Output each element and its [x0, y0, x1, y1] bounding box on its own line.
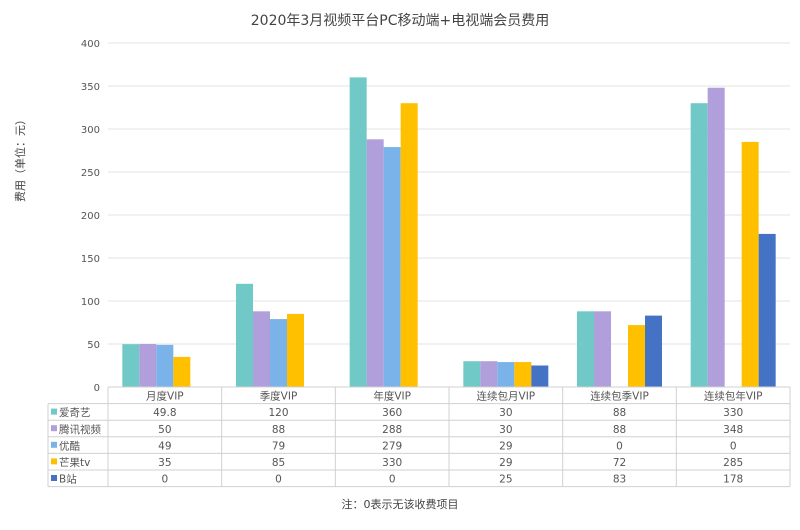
data-label: 330 — [723, 407, 743, 419]
data-label: 49 — [158, 440, 171, 452]
y-tick-label: 50 — [87, 340, 100, 351]
bar-优酷 — [156, 344, 174, 387]
data-label: 35 — [158, 457, 171, 469]
data-label: 88 — [613, 407, 626, 419]
bar-B站 — [645, 315, 662, 387]
bar-优酷 — [270, 319, 287, 387]
data-label: 178 — [723, 474, 743, 486]
bar-爱奇艺 — [236, 283, 253, 387]
data-label: 30 — [499, 407, 512, 419]
bar-爱奇艺 — [463, 361, 481, 387]
bar-爱奇艺 — [577, 311, 594, 387]
data-label: 0 — [616, 440, 623, 452]
data-label: 279 — [382, 440, 402, 452]
bar-芒果tv — [287, 313, 304, 387]
legend-label: 芒果tv — [59, 456, 90, 469]
data-label: 30 — [499, 424, 512, 436]
y-tick-label: 250 — [81, 168, 100, 179]
bar-腾讯视频 — [594, 311, 611, 387]
data-label: 85 — [272, 457, 285, 469]
y-tick-label: 100 — [81, 297, 100, 308]
data-label: 50 — [158, 424, 171, 436]
x-category-label: 连续包月VIP — [477, 390, 536, 403]
data-label: 0 — [389, 474, 396, 486]
x-category-label: 季度VIP — [260, 390, 298, 403]
legend-swatch — [51, 408, 57, 415]
x-category-label: 连续包年VIP — [704, 390, 763, 403]
legend-label: B站 — [59, 473, 77, 486]
data-label: 288 — [382, 424, 402, 436]
bar-腾讯视频 — [480, 361, 498, 387]
legend-label: 优酷 — [59, 439, 80, 452]
data-label: 29 — [499, 440, 512, 452]
legend-swatch — [51, 458, 57, 465]
legend-label: 爱奇艺 — [59, 406, 91, 419]
y-tick-label: 0 — [94, 383, 100, 394]
chart-note: 注：0表示无该收费项目 — [341, 498, 459, 511]
data-label: 25 — [499, 474, 512, 486]
bar-芒果tv — [514, 362, 532, 387]
legend-swatch — [51, 425, 57, 432]
data-label: 285 — [723, 457, 743, 469]
x-category-label: 年度VIP — [373, 390, 411, 403]
legend-label: 腾讯视频 — [59, 423, 101, 436]
bar-芒果tv — [741, 141, 759, 387]
data-label: 72 — [613, 457, 626, 469]
bar-芒果tv — [173, 356, 191, 387]
data-label: 120 — [268, 407, 288, 419]
bar-B站 — [531, 365, 549, 387]
bar-腾讯视频 — [707, 87, 725, 387]
chart-title: 2020年3月视频平台PC移动端+电视端会员费用 — [250, 13, 550, 29]
x-category-label: 月度VIP — [146, 390, 184, 403]
data-label: 49.8 — [153, 407, 176, 419]
y-tick-label: 200 — [81, 211, 100, 222]
data-label: 360 — [382, 407, 402, 419]
data-label: 348 — [723, 424, 743, 436]
bar-B站 — [758, 233, 776, 387]
bar-优酷 — [497, 362, 515, 387]
data-label: 83 — [613, 474, 626, 486]
data-label: 88 — [613, 424, 626, 436]
bar-爱奇艺 — [349, 77, 367, 388]
data-label: 0 — [161, 474, 168, 486]
legend-swatch — [51, 475, 57, 481]
data-label: 0 — [275, 474, 282, 486]
y-tick-label: 150 — [81, 254, 100, 265]
y-tick-label: 400 — [81, 39, 100, 50]
y-tick-label: 300 — [81, 125, 100, 136]
bar-腾讯视频 — [366, 139, 384, 387]
bar-爱奇艺 — [690, 103, 708, 387]
legend-swatch — [51, 441, 57, 448]
bar-腾讯视频 — [139, 344, 157, 387]
bar-腾讯视频 — [253, 311, 270, 387]
data-label: 79 — [272, 440, 285, 452]
y-tick-label: 350 — [81, 82, 100, 93]
bar-芒果tv — [400, 103, 418, 387]
bar-芒果tv — [628, 325, 645, 387]
data-label: 0 — [730, 440, 737, 452]
data-label: 88 — [272, 424, 285, 436]
data-label: 29 — [499, 457, 512, 469]
bar-优酷 — [383, 147, 401, 387]
bar-爱奇艺 — [122, 344, 140, 387]
x-category-label: 连续包季VIP — [590, 390, 649, 403]
data-label: 330 — [382, 457, 402, 469]
